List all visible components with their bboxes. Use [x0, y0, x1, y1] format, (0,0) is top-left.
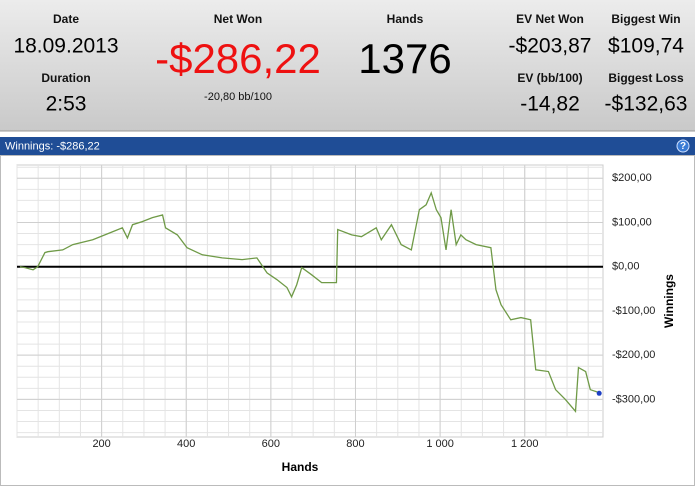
y-tick-label: -$200,00 [612, 349, 655, 361]
stat-value: -$203,87 [509, 35, 592, 58]
net-won-rate: -20,80 bb/100 [204, 91, 272, 103]
x-tick-label: 400 [177, 438, 195, 450]
x-tick-label: 1 200 [511, 438, 539, 450]
stats-header [0, 0, 695, 131]
y-tick-label: -$100,00 [612, 305, 655, 317]
help-icon[interactable]: ? [680, 141, 686, 152]
plot: 200 400 600 800 1 000 1 200 $200,00 $100,00 $0,0… [16, 164, 655, 450]
y-tick-label: $100,00 [612, 216, 652, 228]
plot-area [16, 164, 604, 438]
panel-title-bar [0, 137, 695, 155]
stat-label: EV (bb/100) [517, 71, 582, 85]
y-tick-label: $200,00 [612, 172, 652, 184]
x-tick-label: 1 000 [426, 438, 454, 450]
stat-label: Biggest Loss [608, 71, 684, 85]
stat-label: Biggest Win [611, 12, 680, 26]
x-tick-label: 600 [262, 438, 280, 450]
x-tick-label: 800 [346, 438, 364, 450]
stat-label: Duration [41, 71, 90, 85]
stat-label: Net Won [214, 12, 262, 26]
x-axis-title: Hands [282, 460, 319, 474]
help-button[interactable] [676, 139, 690, 153]
stat-value: -$132,63 [605, 93, 688, 116]
y-tick-label: $0,00 [612, 261, 640, 273]
x-tick-label: 200 [92, 438, 110, 450]
winnings-line [19, 190, 600, 413]
stat-value: 2:53 [46, 93, 87, 116]
net-won: -$286,22 [155, 35, 321, 82]
stat-label: Hands [387, 12, 424, 26]
stat-value: $109,74 [608, 35, 684, 58]
y-tick-label: -$300,00 [612, 393, 655, 405]
y-axis-title: Winnings [662, 274, 676, 328]
panel-title: Winnings: -$286,22 [5, 140, 100, 152]
hands-count: 1376 [358, 35, 451, 82]
stat-label: EV Net Won [516, 12, 584, 26]
stat-value: -14,82 [520, 93, 580, 116]
stat-value: 18.09.2013 [13, 35, 118, 58]
end-marker [596, 390, 602, 396]
stat-label: Date [53, 12, 79, 26]
